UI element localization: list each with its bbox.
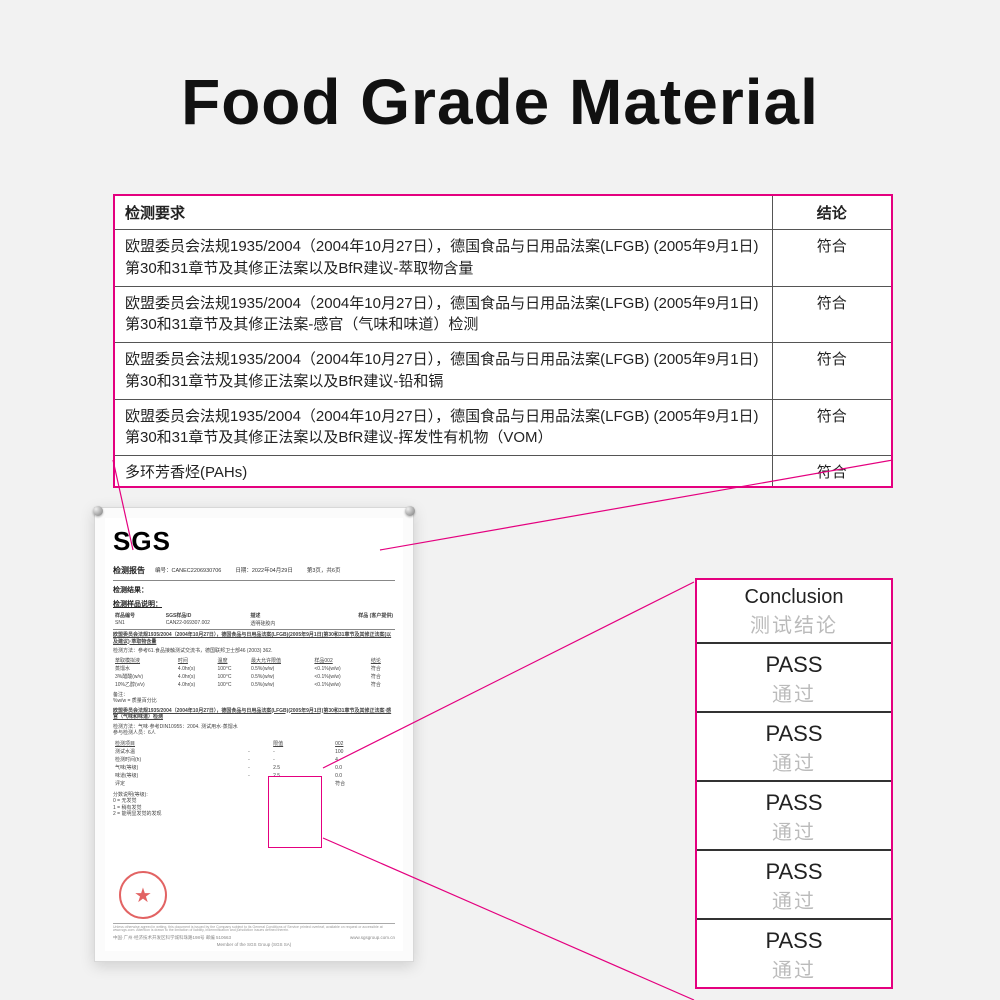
table-row: 欧盟委员会法规1935/2004（2004年10月27日），德国食品与日用品法案… xyxy=(114,399,892,456)
conclusion-header: Conclusion 测试结论 xyxy=(697,580,891,642)
sgs-logo: SGS xyxy=(113,526,395,557)
table-row: 欧盟委员会法规1935/2004（2004年10月27日），德国食品与日用品法案… xyxy=(114,286,892,343)
cert-data-table: 萃取模拟液时间温度最大允许限值样品002结论蒸馏水4.0hr(s)100°C0.… xyxy=(113,657,395,689)
cert-summary-h: 检测结果： xyxy=(113,585,395,595)
col-conclusion: 结论 xyxy=(772,195,892,230)
col-requirement: 检测要求 xyxy=(114,195,772,230)
cert-grade-note: 分数说明(等级): 0 = 无发觉 1 = 稍有发觉 2 = 能明显发觉的发现 xyxy=(113,792,395,818)
conclusion-row: PASS通过 xyxy=(697,780,891,849)
table-row: 多环芳香烃(PAHs)符合 xyxy=(114,456,892,487)
cert-paragraph: 欧盟委员会法规1935/2004（2004年10月27日），德国食品与日用品法案… xyxy=(113,632,395,645)
cert-highlight-box xyxy=(268,776,322,848)
conclusion-row: PASS通过 xyxy=(697,642,891,711)
conclusion-panel: Conclusion 测试结论 PASS通过PASS通过PASS通过PASS通过… xyxy=(695,578,893,989)
cert-method2: 检测方法：气味·参考DIN10955：2004. 测试用水·蒸馏水 参与检测人员… xyxy=(113,724,395,737)
conclusion-row: PASS通过 xyxy=(697,711,891,780)
cert-sample-table: 样品编号 SGS样品ID 描述 样品 (客户提供) SN1 CAN22-0693… xyxy=(113,611,395,627)
cert-sensory-table: 检测项目限值002测试水温--100检测时间(h)--4气味(等级)-2.50.… xyxy=(113,740,395,788)
conclusion-rows: PASS通过PASS通过PASS通过PASS通过PASS通过 xyxy=(697,642,891,987)
sgs-certificate: SGS 检测报告 编号：CANEC2206930706 日期：2022年04月2… xyxy=(94,507,414,962)
table-row: 欧盟委员会法规1935/2004（2004年10月27日），德国食品与日用品法案… xyxy=(114,230,892,287)
report-meta: 编号：CANEC2206930706 日期：2022年04月29日 第3页，共6… xyxy=(155,566,340,574)
table-row: 欧盟委员会法规1935/2004（2004年10月27日），德国食品与日用品法案… xyxy=(114,343,892,400)
report-label: 检测报告 xyxy=(113,565,145,576)
star-icon: ★ xyxy=(134,883,152,908)
cert-sampleinfo-h: 检测样品说明： xyxy=(113,599,395,609)
requirements-rows: 欧盟委员会法规1935/2004（2004年10月27日），德国食品与日用品法案… xyxy=(114,230,892,487)
requirements-table: 检测要求 结论 欧盟委员会法规1935/2004（2004年10月27日），德国… xyxy=(113,194,893,488)
page-title: Food Grade Material xyxy=(0,65,1000,139)
frame-screw xyxy=(93,506,103,516)
cert-note: 备注：%w/w = 质量百分比 xyxy=(113,692,395,705)
conclusion-row: PASS通过 xyxy=(697,918,891,987)
cert-footer: Unless otherwise agreed in writing, this… xyxy=(113,923,395,947)
cert-paragraph2: 欧盟委员会法规1935/2004（2004年10月27日），德国食品与日用品法案… xyxy=(113,708,395,721)
conclusion-row: PASS通过 xyxy=(697,849,891,918)
red-stamp: ★ xyxy=(119,871,167,919)
frame-screw xyxy=(405,506,415,516)
cert-method: 检测方法：参考61.食品接触测试交流书，德国联邦卫士部46 (2003) 362… xyxy=(113,648,395,655)
